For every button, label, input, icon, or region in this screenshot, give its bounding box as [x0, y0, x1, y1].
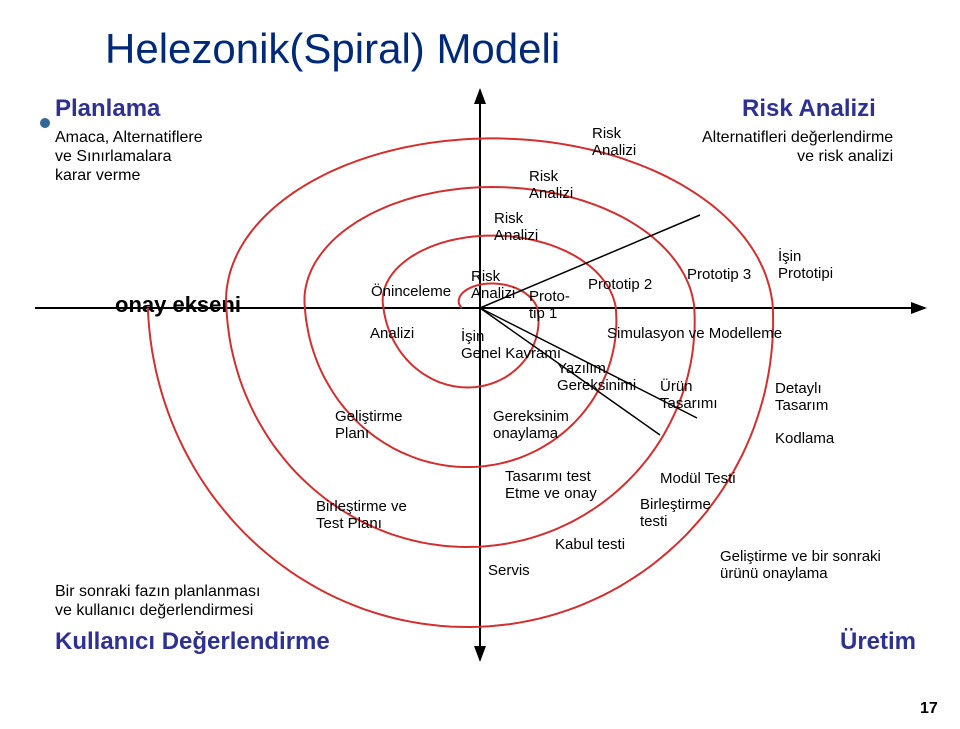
label-proto2: Prototip 2: [588, 276, 652, 293]
label-analizi2: Analizi: [370, 325, 414, 342]
label-risk1: Risk Analizi: [471, 268, 515, 303]
label-risk2: Risk Analizi: [494, 210, 538, 245]
label-isin_proto: İşin Prototipi: [778, 248, 833, 283]
label-birl_test_plani: Birleştirme ve Test Planı: [316, 498, 407, 533]
label-kabul: Kabul testi: [555, 536, 625, 553]
label-sim: Simulasyon ve Modelleme: [607, 325, 782, 342]
label-yazilim_gerek: Yazılım Gereksinimi: [557, 360, 636, 395]
label-proto3: Prototip 3: [687, 266, 751, 283]
label-isin_genel: İşin Genel Kavramı: [461, 328, 561, 363]
label-urun_tasarim: Ürün Tasarımı: [660, 378, 718, 413]
label-tasarimi_test: Tasarımı test Etme ve onay: [505, 468, 597, 503]
label-birl_testi: Birleştirme testi: [640, 496, 711, 531]
label-modul_testi: Modül Testi: [660, 470, 736, 487]
label-gelistirme_plani: Geliştirme Planı: [335, 408, 403, 443]
label-oninceleme: Öninceleme: [371, 283, 451, 300]
label-detayli: Detaylı Tasarım: [775, 380, 828, 415]
label-risk4: Risk Analizi: [592, 125, 636, 160]
label-servis: Servis: [488, 562, 530, 579]
label-kodlama: Kodlama: [775, 430, 834, 447]
sector-lines: [0, 0, 960, 729]
slide-root: Helezonik(Spiral) Modeli Planlama Amaca,…: [0, 0, 960, 729]
label-risk3: Risk Analizi: [529, 168, 573, 203]
label-gelistirme_urun: Geliştirme ve bir sonraki ürünü onaylama: [720, 548, 881, 583]
page-number: 17: [920, 700, 938, 718]
label-proto1: Proto- tip 1: [529, 288, 570, 323]
label-gereksinim_onay: Gereksinim onaylama: [493, 408, 569, 443]
